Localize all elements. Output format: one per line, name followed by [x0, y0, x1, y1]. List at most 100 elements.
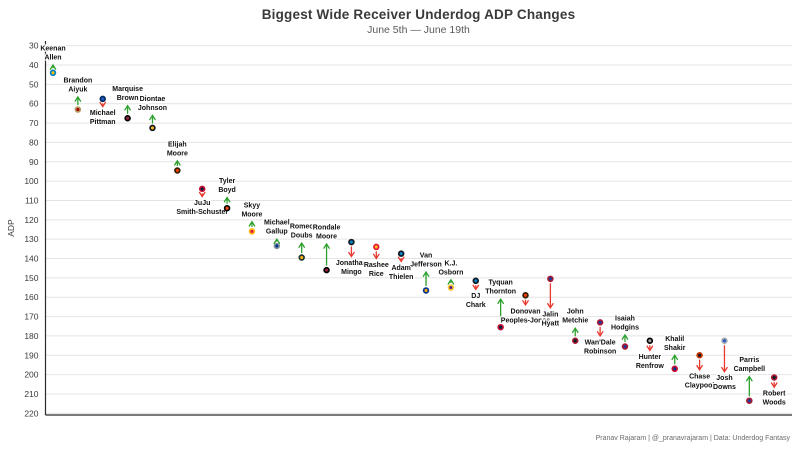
player-label-line2: Boyd: [218, 187, 236, 194]
player-dot: [596, 319, 604, 326]
player-dot: [547, 275, 554, 283]
player-dot: [323, 266, 330, 274]
player-dot: [522, 292, 529, 299]
player-label-line1: Chase: [689, 373, 710, 380]
adp-change-arrow-head: [124, 104, 131, 111]
player-label-line1: Robert: [763, 391, 786, 398]
y-tick-label: 210: [24, 389, 38, 399]
player-label-line2: Doubs: [291, 233, 313, 240]
adp-change-arrow-head: [372, 253, 380, 260]
player-dot: [671, 365, 678, 373]
player-label-line1: Romeo: [290, 224, 314, 231]
player-dot: [696, 352, 703, 359]
player-dot: [198, 185, 206, 193]
adp-change-arrow-head: [397, 256, 405, 263]
player-label-line1: Marquise: [112, 86, 143, 93]
adp-change-arrow-head: [721, 366, 728, 373]
player-dot: [174, 167, 181, 174]
adp-change-arrow-head: [323, 242, 330, 249]
player-label-line2: Campbell: [734, 366, 766, 373]
adp-change-arrow-head: [497, 297, 504, 305]
player-label-line2: Aiyuk: [68, 86, 87, 93]
player-label-line2: Rice: [369, 271, 384, 278]
adp-change-arrow-head: [422, 270, 430, 277]
player-label-line2: Smith-Schuster: [176, 209, 228, 216]
player-label-line2: Mingo: [341, 269, 362, 276]
y-tick-label: 150: [24, 273, 38, 283]
player-label-line1: Michael: [90, 110, 116, 117]
y-tick-label: 140: [24, 254, 38, 264]
player-label-line2: Robinson: [584, 348, 616, 355]
player-label-line2: Chark: [466, 302, 486, 309]
player-label-line2: Downs: [713, 384, 736, 391]
player-dot: [621, 343, 629, 350]
player-dot: [99, 95, 106, 103]
player-label-line1: Isaiah: [615, 315, 635, 322]
adp-change-arrow-head: [671, 354, 679, 361]
y-tick-label: 70: [29, 118, 39, 128]
player-dot: [348, 238, 355, 246]
player-label-line2: Renfrow: [636, 363, 665, 370]
player-label-line2: Johnson: [138, 105, 167, 112]
y-tick-label: 190: [24, 350, 38, 360]
player-label-line1: Michael: [264, 220, 290, 227]
y-tick-label: 130: [24, 234, 38, 244]
player-label-line1: K.J.: [444, 260, 457, 267]
player-dot: [497, 323, 504, 331]
y-tick-label: 160: [24, 292, 38, 302]
player-dot: [248, 228, 256, 235]
y-tick-label: 180: [24, 331, 38, 341]
adp-change-arrow-head: [198, 191, 206, 198]
player-label-line1: Brandon: [63, 77, 92, 84]
player-label-line2: Metchie: [562, 318, 588, 325]
player-label-line2: Brown: [117, 95, 139, 102]
adp-change-arrow-head: [770, 382, 778, 389]
player-label-line1: Parris: [739, 357, 759, 364]
adp-change-arrow-head: [696, 364, 703, 371]
adp-change-arrow-head: [447, 278, 455, 285]
y-tick-label: 40: [29, 60, 39, 70]
player-label-line1: Hunter: [639, 354, 662, 361]
adp-change-arrow-head: [74, 95, 82, 102]
player-label-line2: Gallup: [266, 229, 288, 236]
y-tick-label: 30: [29, 41, 39, 51]
y-tick-label: 170: [24, 312, 38, 322]
player-label-line2: Moore: [316, 234, 337, 241]
player-dot: [721, 337, 728, 344]
credit-line: Pranav Rajaram | @_pranavrajaram | Data:…: [595, 435, 790, 442]
player-label-line2: Shakir: [664, 345, 686, 352]
y-tick-label: 220: [24, 408, 38, 418]
y-tick-label: 100: [24, 176, 38, 186]
adp-change-arrow-head: [273, 237, 281, 245]
player-dot: [397, 250, 405, 257]
player-label-line2: Hodgins: [611, 324, 639, 331]
player-label-line1: JuJu: [194, 200, 210, 207]
player-label-line1: Rashee: [364, 262, 389, 269]
player-label-line1: Elijah: [168, 141, 187, 148]
y-tick-label: 80: [29, 137, 39, 147]
player-dot: [273, 242, 281, 250]
y-tick-label: 120: [24, 215, 38, 225]
player-label-line1: Rondale: [313, 225, 341, 232]
player-label-line2: Osborn: [438, 269, 463, 276]
player-label-line1: Skyy: [244, 202, 260, 209]
player-label-line1: Keenan: [40, 46, 65, 53]
adp-change-arrow-head: [248, 220, 256, 227]
player-label-line2: Woods: [763, 400, 786, 407]
player-label-line1: Tyquan: [488, 280, 512, 287]
player-dot: [74, 106, 82, 113]
player-dot: [746, 397, 753, 404]
player-dot: [646, 337, 654, 344]
player-label-line1: Jonathan: [336, 260, 367, 267]
player-label-line2: Peoples-Jones: [501, 317, 551, 324]
player-label-line1: Khalil: [665, 336, 684, 343]
player-dot: [571, 337, 579, 344]
adp-change-arrow-head: [298, 241, 306, 248]
player-label-line1: Wan'Dale: [585, 339, 616, 346]
chart-subtitle: June 5th — June 19th: [367, 24, 470, 36]
adp-change-arrow-head: [348, 251, 355, 258]
player-label-line2: Claypool: [685, 382, 715, 389]
player-label-line1: John: [567, 309, 584, 316]
